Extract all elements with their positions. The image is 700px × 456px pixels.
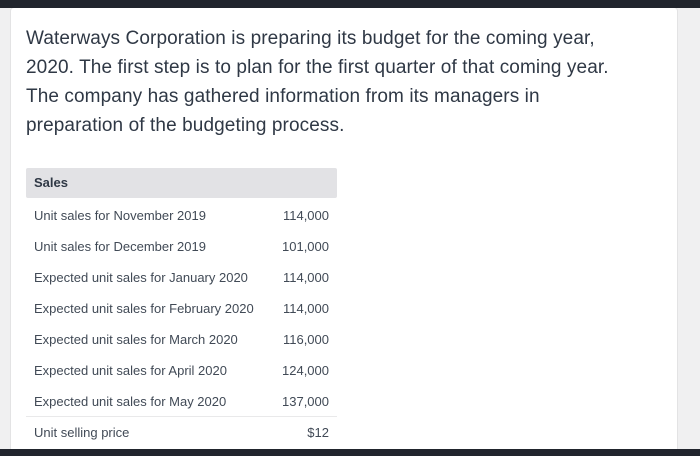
table-row: Expected unit sales for May 2020 137,000 <box>26 386 337 417</box>
intro-line: The company has gathered information fro… <box>26 86 540 107</box>
row-value: 101,000 <box>282 239 329 254</box>
row-value: 137,000 <box>282 393 329 409</box>
table-row: Expected unit sales for March 2020 116,0… <box>26 324 337 355</box>
row-label: Expected unit sales for May 2020 <box>34 393 227 409</box>
row-label: Expected unit sales for April 2020 <box>34 363 227 378</box>
table-row: Expected unit sales for February 2020 11… <box>26 293 337 324</box>
row-value: 114,000 <box>282 208 329 223</box>
table-row: Unit sales for November 2019 114,000 <box>26 200 337 231</box>
row-value: 116,000 <box>282 332 329 347</box>
table-row: Expected unit sales for April 2020 124,0… <box>26 355 337 386</box>
table-row: Unit selling price $12 <box>26 417 337 448</box>
intro-paragraph: Waterways Corporation is preparing its b… <box>11 8 677 140</box>
intro-line: Waterways Corporation is preparing its b… <box>26 28 595 49</box>
top-edge-bar <box>0 0 700 8</box>
row-label: Unit sales for November 2019 <box>34 208 206 223</box>
row-label: Unit sales for December 2019 <box>34 239 206 254</box>
row-value: $12 <box>307 425 329 440</box>
table-row: Expected unit sales for January 2020 114… <box>26 262 337 293</box>
row-label: Unit selling price <box>34 425 130 440</box>
row-value: 124,000 <box>282 363 329 378</box>
sales-table-header: Sales <box>26 168 337 198</box>
sales-table-body: Unit sales for November 2019 114,000 Uni… <box>26 200 337 448</box>
row-label: Expected unit sales for February 2020 <box>34 301 254 316</box>
content-card: Waterways Corporation is preparing its b… <box>10 7 678 456</box>
row-label: Expected unit sales for March 2020 <box>34 332 238 347</box>
intro-line: 2020. The first step is to plan for the … <box>26 57 609 78</box>
row-value: 114,000 <box>282 301 329 316</box>
bottom-edge-bar <box>0 449 700 456</box>
row-label: Expected unit sales for January 2020 <box>34 270 248 285</box>
row-value: 114,000 <box>282 270 329 285</box>
table-row: Unit sales for December 2019 101,000 <box>26 231 337 262</box>
sales-table: Sales Unit sales for November 2019 114,0… <box>26 168 337 448</box>
intro-line: preparation of the budgeting process. <box>26 115 345 136</box>
